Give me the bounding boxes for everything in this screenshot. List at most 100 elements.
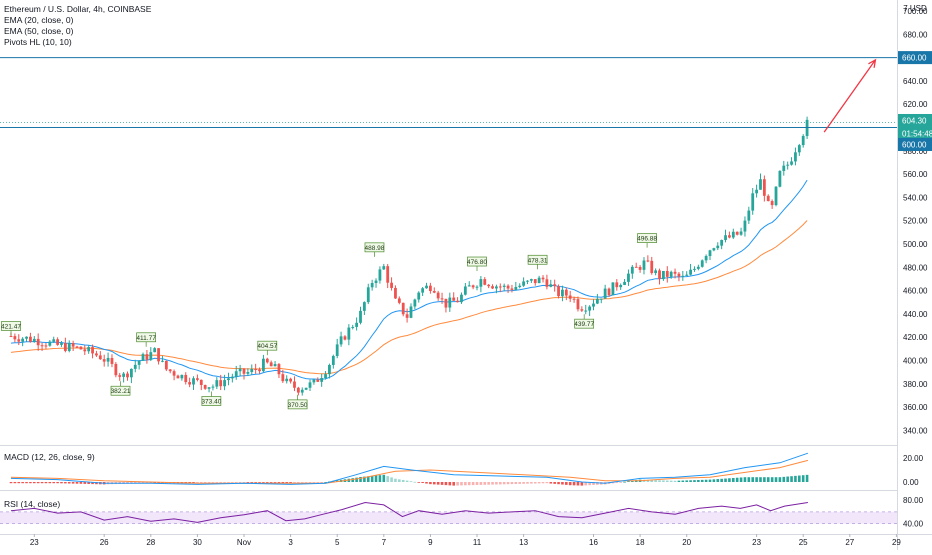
macd-histogram-bar bbox=[9, 482, 13, 484]
candle-body bbox=[281, 374, 285, 382]
macd-histogram-bar bbox=[685, 480, 688, 482]
chart-legend: Ethereum / U.S. Dollar, 4h, COINBASE EMA… bbox=[4, 4, 151, 48]
macd-histogram-bar bbox=[401, 479, 405, 482]
candle bbox=[646, 255, 650, 263]
macd-histogram-bar bbox=[231, 482, 234, 483]
candle-body bbox=[390, 282, 393, 288]
candle-body bbox=[355, 322, 359, 327]
candle bbox=[102, 354, 106, 367]
time-tick-label: 7 bbox=[382, 538, 387, 547]
macd-histogram-bar bbox=[565, 482, 568, 485]
pivot-label: 370.50 bbox=[288, 394, 308, 410]
symbol-title[interactable]: Ethereum / U.S. Dollar, 4h, COINBASE bbox=[4, 4, 152, 14]
pivot-label: 404.57 bbox=[257, 340, 278, 356]
macd-histogram-bar bbox=[351, 478, 355, 482]
macd-line bbox=[10, 452, 809, 485]
candle bbox=[60, 341, 63, 347]
candle-body bbox=[541, 277, 545, 280]
candle-body bbox=[654, 270, 658, 274]
candle bbox=[79, 346, 83, 350]
candle-body bbox=[304, 387, 308, 390]
macd-histogram-bar bbox=[495, 482, 498, 485]
candle-body bbox=[300, 389, 304, 393]
candle bbox=[421, 286, 425, 297]
macd-histogram-bar bbox=[673, 480, 677, 482]
candle bbox=[529, 278, 533, 284]
candle-body bbox=[137, 360, 141, 365]
candle-body bbox=[510, 288, 514, 290]
pivot-box bbox=[527, 254, 548, 265]
candle bbox=[444, 298, 448, 313]
pivots-legend[interactable]: Pivots HL (10, 10) bbox=[4, 37, 72, 47]
candle-body bbox=[708, 250, 712, 257]
candle bbox=[161, 355, 164, 363]
candle-body bbox=[164, 360, 168, 370]
candle-body bbox=[308, 382, 312, 388]
time-tick-label: 23 bbox=[752, 538, 761, 547]
candle-body bbox=[362, 302, 366, 311]
time-tick-label: 20 bbox=[682, 538, 691, 547]
candle-body bbox=[273, 364, 277, 367]
price-tick-label: 480.00 bbox=[903, 263, 928, 272]
candle-body bbox=[102, 359, 106, 362]
candle bbox=[634, 262, 638, 268]
candle-body bbox=[48, 341, 52, 346]
macd-histogram-bar bbox=[149, 482, 153, 484]
macd-histogram-bar bbox=[448, 482, 452, 486]
candle-body bbox=[658, 270, 661, 280]
projection-arrow-line bbox=[823, 59, 876, 133]
candle bbox=[797, 143, 801, 156]
macd-histogram-bar bbox=[580, 482, 584, 486]
candle-body bbox=[21, 338, 25, 342]
pivot-text: 476.80 bbox=[467, 259, 487, 266]
candle-body bbox=[568, 295, 572, 299]
level-600-label-bg bbox=[898, 138, 932, 151]
ema20-legend[interactable]: EMA (20, close, 0) bbox=[4, 15, 74, 25]
currency-selector[interactable]: 7 USD bbox=[900, 2, 930, 16]
macd-histogram-bar bbox=[71, 482, 75, 484]
macd-pane-label[interactable]: MACD (12, 26, close, 9) bbox=[4, 452, 95, 462]
macd-histogram-bar bbox=[199, 482, 203, 484]
candle bbox=[277, 362, 281, 379]
candle bbox=[405, 308, 409, 323]
candle bbox=[281, 369, 285, 383]
candle bbox=[669, 270, 673, 279]
candle-body bbox=[63, 343, 67, 351]
macd-histogram-bar bbox=[798, 475, 801, 482]
candle bbox=[265, 357, 269, 364]
candle-body bbox=[557, 286, 560, 297]
candle-body bbox=[417, 292, 421, 300]
macd-histogram-bar bbox=[677, 480, 681, 482]
candle-body bbox=[689, 269, 692, 275]
candle bbox=[766, 194, 770, 202]
candle bbox=[456, 297, 459, 303]
candle-body bbox=[467, 285, 471, 287]
candle-body bbox=[580, 309, 584, 311]
pivot-text: 370.50 bbox=[288, 402, 308, 409]
candle-body bbox=[199, 379, 203, 385]
candle-body bbox=[650, 260, 654, 274]
candle bbox=[623, 279, 626, 286]
pivot-label: 373.40 bbox=[201, 391, 222, 406]
pivot-label: 496.88 bbox=[637, 233, 657, 248]
candle-body bbox=[289, 378, 292, 382]
candle bbox=[370, 279, 374, 291]
candle bbox=[755, 184, 758, 198]
macd-histogram-bar bbox=[759, 477, 762, 482]
rsi-pane-label[interactable]: RSI (14, close) bbox=[4, 499, 61, 509]
time-tick-label: 11 bbox=[473, 538, 482, 547]
ema50-legend[interactable]: EMA (50, close, 0) bbox=[4, 26, 74, 36]
candle-body bbox=[479, 279, 483, 287]
candle bbox=[696, 264, 700, 271]
candle-body bbox=[790, 161, 793, 165]
candle-body bbox=[17, 339, 21, 342]
candles bbox=[9, 116, 809, 396]
candle bbox=[293, 376, 296, 392]
candle bbox=[269, 360, 273, 367]
candle-body bbox=[463, 286, 467, 295]
candle-body bbox=[316, 379, 320, 382]
candle-body bbox=[704, 256, 708, 261]
candle bbox=[203, 384, 207, 390]
candle bbox=[335, 338, 339, 359]
